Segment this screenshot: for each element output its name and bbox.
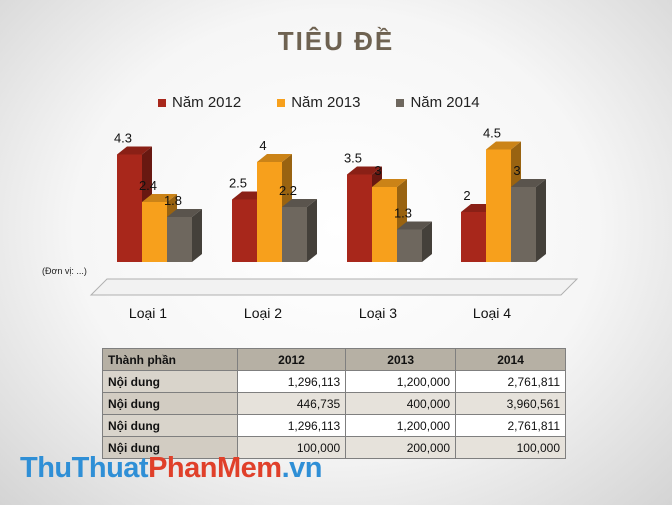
table-cell: 1,200,000 xyxy=(345,414,457,437)
bar-side xyxy=(536,179,546,262)
watermark-logo: ThuThuatPhanMem.vn xyxy=(20,452,322,485)
legend-item-2014: Năm 2014 xyxy=(396,94,480,111)
table-cell: 100,000 xyxy=(236,436,347,459)
bar-top xyxy=(486,141,521,150)
data-label: 1.3 xyxy=(394,206,412,221)
chart-legend: Năm 2012 Năm 2013 Năm 2014 xyxy=(158,94,480,111)
table-cell: Nội dung xyxy=(102,370,238,393)
table-row: Nội dung 1,296,113 1,200,000 2,761,811 xyxy=(102,370,566,393)
data-label: 4.3 xyxy=(114,131,132,146)
bar xyxy=(282,207,307,262)
table-header-2013: 2013 xyxy=(345,348,457,371)
category-label: Loại 2 xyxy=(244,305,282,321)
table-cell: 400,000 xyxy=(345,392,457,415)
table-cell: 200,000 xyxy=(345,436,457,459)
data-label: 3.5 xyxy=(344,151,362,166)
data-label: 2.4 xyxy=(139,178,157,193)
bar xyxy=(347,174,372,262)
bar xyxy=(117,154,142,262)
bar xyxy=(142,202,167,262)
bar-side xyxy=(307,199,317,262)
table-row: Nội dung 1,296,113 1,200,000 2,761,811 xyxy=(102,414,566,437)
table-row: Nội dung 446,735 400,000 3,960,561 xyxy=(102,392,566,415)
watermark-part-1: ThuThuat xyxy=(20,452,149,484)
data-label: 2 xyxy=(463,188,470,203)
bar xyxy=(257,162,282,262)
table-header-2014: 2014 xyxy=(455,348,566,371)
bar xyxy=(397,229,422,262)
bar-top xyxy=(372,179,407,187)
data-label: 2.5 xyxy=(229,176,247,191)
data-label: 4 xyxy=(259,138,266,153)
data-label: 2.2 xyxy=(279,183,297,198)
bar-top xyxy=(167,209,202,217)
category-label: Loại 4 xyxy=(473,305,511,321)
bar-top xyxy=(142,194,177,202)
category-label: Loại 1 xyxy=(129,305,167,321)
bar-chart: 4.3 2.4 1.8 Loại 1 2.5 4 2.2 Loại 2 3.5 3 1.3 Loại … xyxy=(89,126,579,321)
bar-top xyxy=(511,179,546,187)
table-cell: 3,960,561 xyxy=(455,392,566,415)
bar xyxy=(167,217,192,262)
table-cell: 1,296,113 xyxy=(236,414,347,437)
table-header-component: Thành phần xyxy=(102,348,238,371)
data-table: Thành phần 2012 2013 2014 Nội dung 1,296… xyxy=(102,348,566,459)
bar-top xyxy=(397,221,432,230)
bar-top xyxy=(117,146,152,155)
table-header-row: Thành phần 2012 2013 2014 xyxy=(102,348,566,371)
bar xyxy=(461,212,486,262)
table-cell: 2,761,811 xyxy=(455,370,566,393)
bar-side xyxy=(422,221,432,262)
bar-top xyxy=(347,166,382,175)
data-label: 3 xyxy=(374,163,381,178)
legend-label-2012: Năm 2012 xyxy=(172,94,242,111)
legend-item-2012: Năm 2012 xyxy=(158,94,241,111)
table-cell: 1,296,113 xyxy=(236,370,347,393)
table-cell: 1,200,000 xyxy=(345,370,457,393)
category-label: Loại 3 xyxy=(359,305,397,321)
slide-title: TIÊU ĐỀ xyxy=(277,26,395,56)
bar xyxy=(372,187,397,262)
legend-swatch-2013 xyxy=(277,98,286,107)
legend-item-2013: Năm 2013 xyxy=(277,94,360,111)
bar-top xyxy=(257,154,292,162)
legend-label-2013: Năm 2013 xyxy=(291,94,361,111)
table-cell: Nội dung xyxy=(102,436,238,459)
data-label: 4.5 xyxy=(483,126,501,141)
table-cell: 2,761,811 xyxy=(455,414,566,437)
table-cell: 100,000 xyxy=(455,436,566,459)
unit-note: (Đơn vị: ...) xyxy=(42,266,87,276)
table-cell: 446,735 xyxy=(236,392,347,415)
chart-floor xyxy=(89,278,579,296)
data-label: 3 xyxy=(513,163,520,178)
bar xyxy=(511,187,536,262)
bar xyxy=(486,149,511,262)
bar xyxy=(232,199,257,262)
bar-top xyxy=(282,199,317,207)
watermark-part-3: .vn xyxy=(281,452,323,484)
table-header-2012: 2012 xyxy=(236,348,347,371)
table-cell: Nội dung xyxy=(102,392,238,415)
data-label: 1.8 xyxy=(164,193,182,208)
legend-swatch-2012 xyxy=(158,98,166,107)
watermark-part-2: PhanMem xyxy=(148,452,282,484)
legend-swatch-2014 xyxy=(396,98,405,107)
bar-side xyxy=(192,209,202,262)
table-row: Nội dung 100,000 200,000 100,000 xyxy=(102,436,566,459)
legend-label-2014: Năm 2014 xyxy=(410,94,480,111)
table-cell: Nội dung xyxy=(102,414,238,437)
